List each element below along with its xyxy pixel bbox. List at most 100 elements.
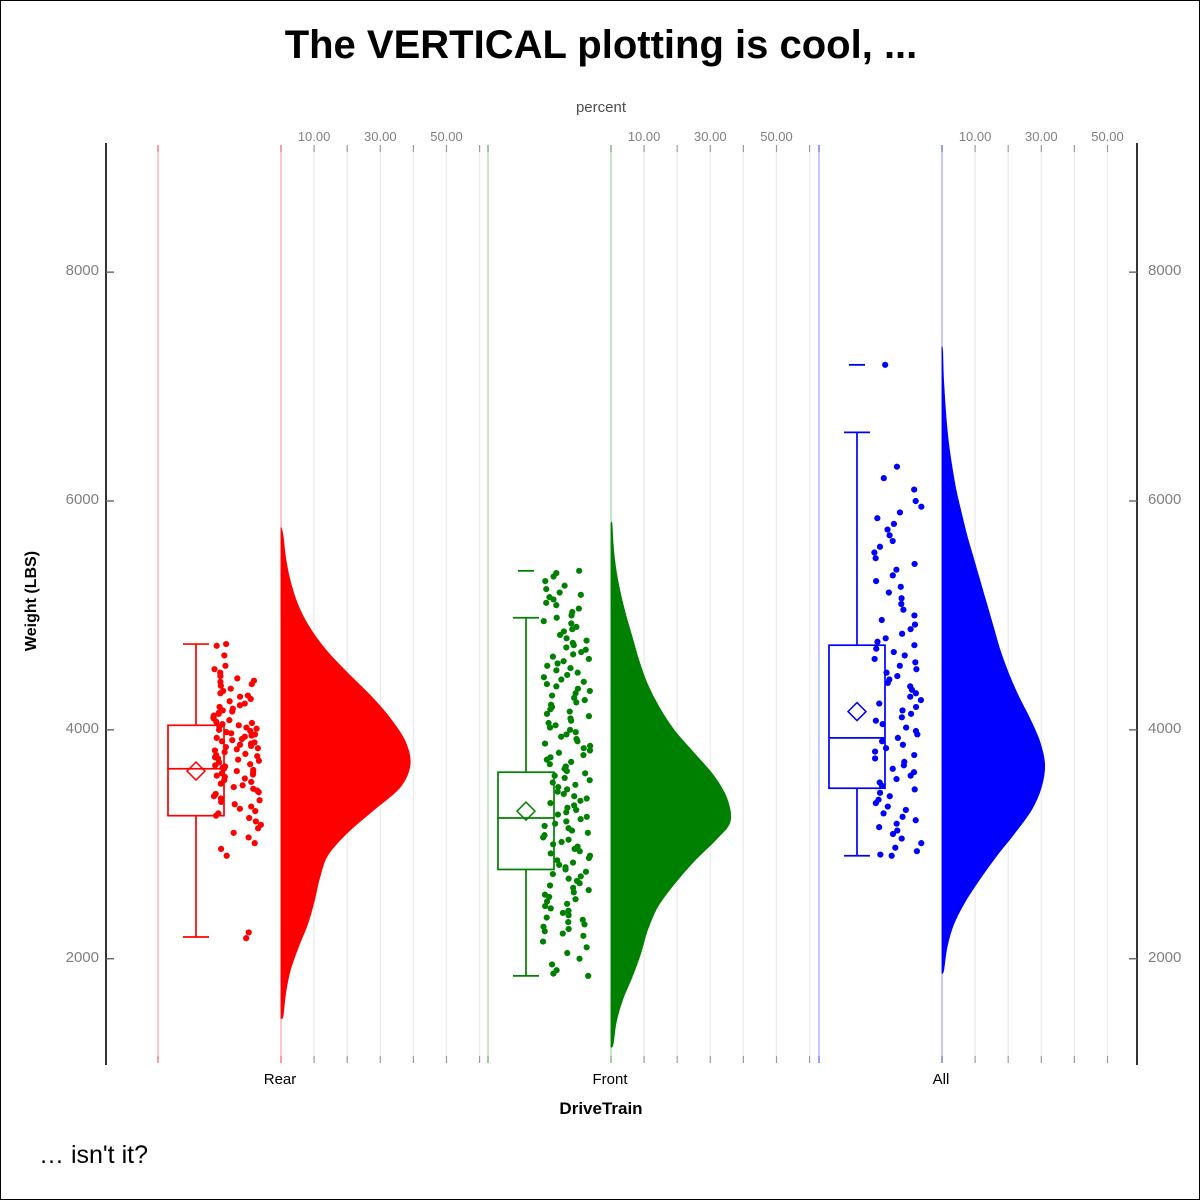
scatter-point [564,900,571,907]
scatter-point [574,669,581,676]
scatter-point [564,786,571,793]
scatter-point [570,642,577,649]
scatter-point [899,741,907,748]
scatter-point [249,771,257,778]
scatter-point [878,616,885,624]
scatter-point [553,683,560,690]
y-tick-label: 4000 [1148,719,1182,737]
scatter-point [239,782,246,789]
scatter-point [221,749,228,756]
scatter-point [586,687,593,695]
scatter-point [252,808,259,815]
percent-tick-label: 30.00 [1025,129,1058,144]
scatter-point [899,813,906,820]
scatter-point [918,503,925,510]
scatter-point [568,827,576,834]
scatter-point [893,775,900,783]
scatter-point [876,824,883,831]
scatter-point [898,630,906,637]
scatter-point [542,903,549,910]
scatter-point [894,827,901,834]
scatter-point [911,612,918,619]
scatter-point [585,713,593,720]
scatter-point [248,803,255,810]
scatter-point [876,789,884,796]
scatter-point [211,666,218,673]
scatter-point [561,774,568,782]
scatter-point [871,748,879,755]
scatter-point [918,840,925,847]
scatter-point [563,809,570,816]
scatter-point [570,889,577,896]
scatter-point [883,669,890,676]
scatter-point [583,944,590,951]
category-label-all: All [932,1071,950,1088]
box-rect [828,644,886,790]
scatter-point [890,648,897,656]
scatter-point [911,786,918,793]
scatter-point [554,788,561,795]
scatter-point [893,566,900,573]
scatter-point [558,838,565,846]
scatter-point [215,726,223,733]
scatter-point [907,710,915,717]
scatter-point [251,840,258,847]
scatter-point [541,928,548,935]
scatter-point [540,674,548,681]
box-mean-diamond [515,801,537,822]
scatter-point [217,672,224,680]
scatter-point [248,719,256,727]
scatter-point [893,820,900,827]
scatter-point [571,793,578,800]
scatter-point [587,742,594,749]
scatter-point [236,805,243,812]
scatter-point [585,972,592,980]
scatter-point [877,851,884,858]
scatter-point [553,602,560,609]
scatter-point [540,618,547,625]
scatter-point [584,829,591,836]
scatter-point [568,612,575,619]
scatter-point [577,873,584,880]
scatter-point [235,756,242,763]
scatter-point [872,800,879,807]
scatter-point [543,586,550,593]
scatter-point [912,817,919,824]
scatter-point [894,734,902,741]
scatter-point [228,730,235,737]
scatter-point [556,631,564,639]
scatter-point [217,845,225,852]
scatter-point [911,621,919,628]
scatter-point [253,725,260,732]
scatter-point [573,806,580,814]
scatter-point [583,813,590,820]
scatter-point [553,667,560,674]
scatter-point [543,681,551,688]
y-tick-label: 2000 [1148,948,1182,966]
scatter-point [547,800,554,807]
scatter-point [226,717,233,724]
scatter-point [550,573,557,580]
scatter-point [580,751,587,759]
scatter-point [886,793,893,800]
scatter-point [213,718,220,725]
y-tick-label: 8000 [1148,262,1182,280]
scatter-point [546,761,553,768]
scatter-point [917,697,925,704]
scatter-point [236,693,244,700]
scatter-point [552,820,559,827]
scatter-point [547,850,554,857]
scatter-point [217,780,224,787]
scatter-point [245,929,252,936]
scatter-point [583,795,590,802]
scatter-point [564,949,571,957]
scatter-point [235,722,242,729]
scatter-point [546,724,554,731]
scatter-point [884,803,891,810]
y-tick-label: 6000 [1148,491,1182,508]
scatter-point [885,589,892,596]
scatter-point [541,822,548,830]
scatter-point [254,825,262,832]
scatter-point [549,870,556,878]
